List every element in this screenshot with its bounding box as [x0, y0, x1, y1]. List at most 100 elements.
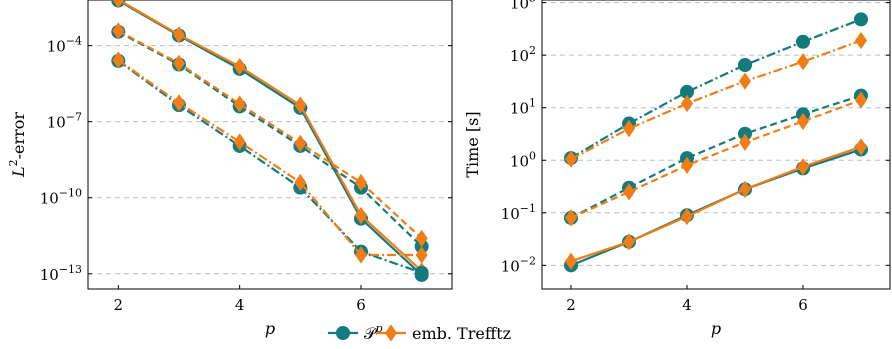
data-point — [294, 96, 307, 114]
legend-label-main: emb. Trefftz — [412, 324, 511, 343]
data-point — [681, 156, 693, 174]
series-pp-dashed — [564, 88, 868, 225]
data-point — [855, 91, 867, 109]
y-axis-label: L2-error — [7, 112, 28, 178]
series-line — [570, 99, 862, 219]
y-tick-label: 100 — [510, 149, 536, 170]
y-axis-label-main: Time [s] — [463, 111, 482, 177]
series-line — [570, 39, 862, 161]
x-axis-label: p — [265, 319, 275, 338]
y-tick-label: 10−4 — [47, 35, 82, 56]
legend-label: 𝒫p — [364, 322, 383, 343]
data-point — [414, 265, 429, 280]
data-point — [233, 57, 246, 76]
data-point — [355, 206, 367, 225]
series-line — [570, 94, 862, 219]
y-tick-label-base: 10 — [501, 257, 520, 275]
y-tick-label-base: 10 — [501, 205, 520, 223]
data-point — [623, 183, 635, 201]
data-point — [855, 31, 867, 50]
y-axis-label-suffix: -error — [9, 112, 28, 160]
y-tick-label-base: 10 — [40, 266, 59, 284]
series-pp-solid — [564, 142, 868, 273]
data-point — [796, 34, 810, 49]
y-tick-label-base: 10 — [510, 152, 529, 170]
data-point — [173, 26, 185, 44]
y-tick-label-exponent: −2 — [520, 254, 536, 267]
data-point — [294, 173, 307, 192]
legend: 𝒫p emb. Trefftz — [328, 322, 511, 343]
legend-label-exponent: p — [376, 322, 383, 335]
series-line — [117, 30, 423, 248]
series-pp-dashdot — [564, 12, 868, 166]
y-tick-label-base: 10 — [510, 47, 529, 65]
data-point — [233, 95, 246, 113]
y-tick-label-exponent: 0 — [529, 149, 536, 162]
data-point — [797, 112, 809, 130]
data-point — [565, 252, 577, 270]
y-tick-label: 103 — [510, 0, 536, 13]
series-pp-solid — [111, 0, 429, 282]
data-point — [797, 158, 809, 176]
y-tick-label: 101 — [510, 97, 536, 118]
data-point — [565, 150, 577, 168]
series-line — [117, 0, 423, 272]
data-point — [233, 133, 246, 151]
x-tick-label: 4 — [235, 296, 245, 314]
plot-frame — [87, 0, 453, 290]
y-tick-label: 102 — [510, 44, 536, 65]
data-point — [112, 51, 125, 69]
x-tick-label: 4 — [682, 296, 692, 314]
series-trefftz-dashdot — [565, 31, 867, 168]
y-axis-label-exponent: 2 — [7, 159, 20, 166]
data-point — [855, 138, 867, 156]
x-tick-label: 2 — [114, 296, 124, 314]
series-trefftz-dashdot — [112, 51, 428, 264]
y-axis-label: Time [s] — [463, 111, 482, 177]
data-point — [623, 120, 635, 138]
data-point — [355, 246, 367, 264]
legend-label-main: 𝒫 — [364, 324, 378, 343]
y-tick-label: 10−2 — [501, 254, 536, 275]
series-trefftz-dashed — [565, 91, 867, 227]
y-axis-label-main: L — [9, 166, 28, 178]
y-tick-label-base: 10 — [40, 190, 59, 208]
data-point — [173, 94, 185, 112]
series-line — [117, 29, 423, 240]
data-point — [739, 72, 751, 90]
series-line — [117, 59, 422, 257]
data-point — [681, 94, 693, 113]
y-tick-label-exponent: −13 — [59, 263, 82, 276]
data-point — [739, 180, 751, 198]
y-tick-label-exponent: 3 — [529, 0, 536, 5]
y-tick-label: 10−1 — [501, 202, 536, 223]
data-point — [294, 134, 307, 152]
x-tick-label: 6 — [798, 296, 808, 314]
data-point — [739, 133, 751, 151]
data-point — [680, 84, 694, 99]
y-tick-label-exponent: −4 — [66, 35, 82, 48]
time-plot: 10−210−1100101102103246pTime [s] — [463, 0, 891, 338]
data-point — [415, 246, 428, 264]
data-point — [415, 229, 428, 247]
y-tick-label-exponent: 1 — [529, 97, 536, 110]
y-tick-label-base: 10 — [47, 38, 66, 56]
x-tick-label: 2 — [566, 296, 576, 314]
series-line — [117, 0, 423, 276]
data-point — [112, 22, 125, 40]
data-point — [738, 58, 752, 73]
series-line — [570, 145, 862, 263]
y-tick-label: 10−13 — [40, 263, 82, 284]
y-tick-label-exponent: −7 — [66, 111, 82, 124]
legend-entry-pp: 𝒫p — [328, 322, 383, 343]
data-point — [173, 54, 185, 72]
y-tick-label-base: 10 — [510, 0, 529, 13]
legend-entry-trefftz: emb. Trefftz — [376, 324, 511, 343]
data-point — [565, 209, 577, 227]
legend-marker — [385, 324, 397, 342]
y-tick-label: 10−10 — [40, 187, 82, 208]
y-tick-label-base: 10 — [510, 100, 529, 118]
data-point — [854, 12, 868, 27]
